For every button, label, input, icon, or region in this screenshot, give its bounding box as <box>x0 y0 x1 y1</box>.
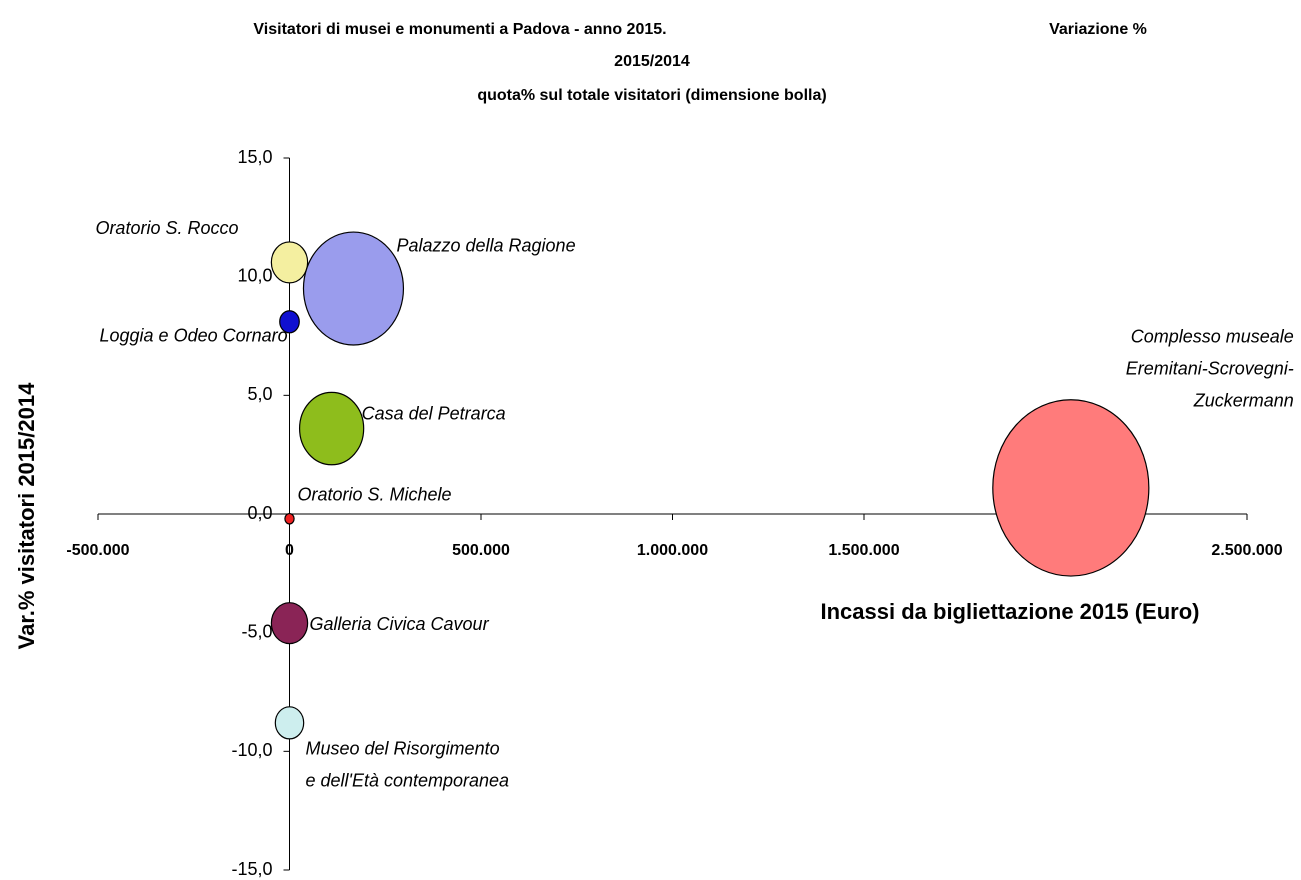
bubble <box>270 602 309 645</box>
x-tick-label: -500.000 <box>66 542 129 559</box>
y-tick-label: 15,0 <box>237 147 272 167</box>
bubble-label: Oratorio S. Michele <box>298 484 452 504</box>
y-tick-label: 5,0 <box>247 384 272 404</box>
bubble-label: Complesso museale <box>1131 327 1294 347</box>
bubble-label: e dell'Età contemporanea <box>306 771 510 791</box>
bubble <box>284 512 295 525</box>
bubble-label: Zuckermann <box>1193 391 1294 411</box>
bubble-label: Loggia e Odeo Cornaro <box>100 326 288 346</box>
x-tick-label: 0 <box>285 542 294 559</box>
bubble-label: Museo del Risorgimento <box>306 739 500 759</box>
chart-title: Variazione % <box>1049 21 1147 38</box>
x-tick-label: 1.500.000 <box>828 542 899 559</box>
bubble-label: Eremitani-Scrovegni- <box>1126 359 1294 379</box>
y-tick-label: -5,0 <box>241 621 272 641</box>
x-tick-label: 500.000 <box>452 542 510 559</box>
y-tick-label: -10,0 <box>231 740 272 760</box>
chart-title: quota% sul totale visitatori (dimensione… <box>477 87 826 104</box>
bubble-label: Oratorio S. Rocco <box>95 218 238 238</box>
y-tick-label: -15,0 <box>231 859 272 879</box>
bubble <box>302 231 405 346</box>
x-tick-label: 2.500.000 <box>1211 542 1282 559</box>
x-tick-label: 1.000.000 <box>637 542 708 559</box>
y-axis-label: Var.% visitatori 2015/2014 <box>14 382 39 649</box>
chart-title: 2015/2014 <box>614 53 690 70</box>
chart-title: Visitatori di musei e monumenti a Padova… <box>253 21 666 38</box>
bubble <box>270 241 309 284</box>
bubble <box>274 706 305 740</box>
bubble-label: Galleria Civica Cavour <box>310 614 490 634</box>
y-tick-label: 10,0 <box>237 265 272 285</box>
bubble-label: Palazzo della Ragione <box>396 235 575 255</box>
y-tick-label: 0,0 <box>247 503 272 523</box>
bubble <box>279 310 300 334</box>
bubble <box>992 399 1150 577</box>
bubble-label: Casa del Petrarca <box>362 403 506 423</box>
bubble <box>298 391 365 466</box>
x-axis-label: Incassi da bigliettazione 2015 (Euro) <box>821 599 1200 624</box>
